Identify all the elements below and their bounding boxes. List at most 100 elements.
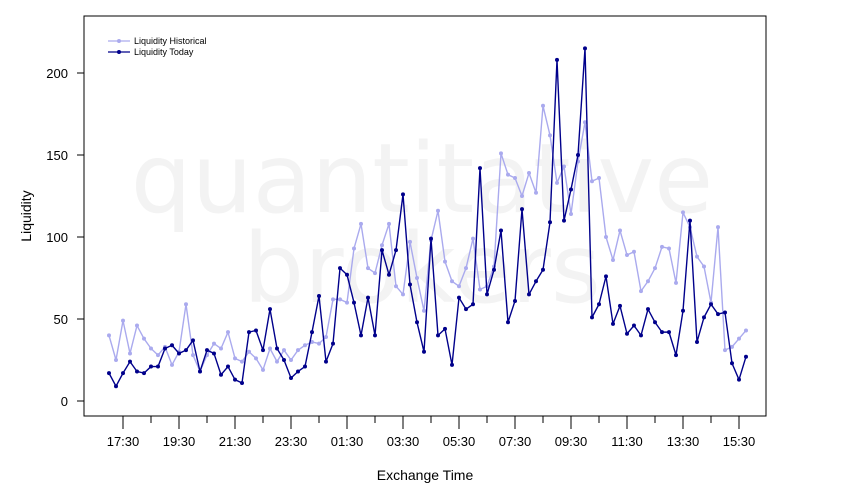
data-point-historical xyxy=(674,280,678,285)
data-point-historical xyxy=(436,208,440,213)
data-point-historical xyxy=(191,353,195,358)
data-point-today xyxy=(380,248,384,253)
data-point-historical xyxy=(583,120,587,125)
data-point-today xyxy=(667,330,671,335)
data-point-today xyxy=(303,364,307,369)
data-point-today xyxy=(359,333,363,338)
y-tick-label: 200 xyxy=(46,66,68,81)
x-tick-label: 19:30 xyxy=(163,434,196,449)
data-point-today xyxy=(716,312,720,317)
data-point-historical xyxy=(695,254,699,259)
y-axis-title: Liquidity xyxy=(18,190,34,241)
x-tick-label: 15:30 xyxy=(723,434,756,449)
data-point-historical xyxy=(716,225,720,230)
data-point-today xyxy=(142,371,146,376)
data-point-today xyxy=(702,315,706,320)
data-point-historical xyxy=(744,328,748,333)
data-point-historical xyxy=(261,367,265,372)
data-point-historical xyxy=(604,235,608,239)
data-point-today xyxy=(492,267,496,272)
x-axis: 17:30 19:30 21:30 23:30 01:30 03:30 05:30 07:30… xyxy=(107,416,756,449)
x-tick-label: 11:30 xyxy=(611,434,643,449)
data-point-today xyxy=(555,57,559,62)
data-point-historical xyxy=(534,190,538,195)
data-point-historical xyxy=(380,243,384,248)
data-point-today xyxy=(163,346,167,351)
data-point-today xyxy=(723,310,727,315)
data-point-today xyxy=(107,371,111,376)
data-point-today xyxy=(247,330,251,335)
x-tick-label: 09:30 xyxy=(555,434,588,449)
data-point-historical xyxy=(275,359,279,364)
legend: Liquidity Historical Liquidity Today xyxy=(108,36,207,57)
data-point-today xyxy=(366,295,370,300)
data-point-today xyxy=(422,349,426,354)
data-point-historical xyxy=(548,133,552,138)
data-point-historical xyxy=(128,351,132,356)
data-point-historical xyxy=(562,164,566,169)
data-point-today xyxy=(681,308,685,313)
data-point-historical xyxy=(331,297,335,302)
series-line-today xyxy=(108,47,747,387)
data-point-today xyxy=(737,377,741,382)
data-point-historical xyxy=(373,271,377,276)
data-point-today xyxy=(674,353,678,358)
x-tick-label: 13:30 xyxy=(667,434,700,449)
data-point-historical xyxy=(226,330,230,335)
data-point-historical xyxy=(541,103,545,108)
data-point-today xyxy=(485,292,489,297)
data-point-today xyxy=(219,372,223,377)
data-point-today xyxy=(394,248,398,253)
data-point-today xyxy=(660,330,664,335)
data-point-today xyxy=(310,330,314,335)
data-point-historical xyxy=(506,172,510,177)
data-point-today xyxy=(478,166,482,171)
data-point-today xyxy=(569,187,573,192)
data-point-historical xyxy=(618,228,622,233)
data-point-historical xyxy=(107,333,111,338)
data-point-today xyxy=(177,351,181,356)
data-point-today xyxy=(730,361,734,366)
data-point-today xyxy=(135,369,139,374)
data-point-today xyxy=(744,354,748,359)
data-point-today xyxy=(618,303,622,308)
data-point-today xyxy=(114,384,118,389)
x-tick-label: 01:30 xyxy=(331,434,364,449)
data-point-historical xyxy=(590,179,594,184)
data-point-historical xyxy=(359,221,363,226)
x-tick-label: 05:30 xyxy=(443,434,476,449)
plot-frame xyxy=(83,15,767,417)
data-point-today xyxy=(709,302,713,307)
data-point-today xyxy=(597,302,601,307)
data-point-historical xyxy=(282,348,286,353)
data-point-historical xyxy=(240,359,244,364)
x-tick-label: 23:30 xyxy=(275,434,308,449)
x-tick-label: 17:30 xyxy=(107,434,140,449)
legend-marker-today xyxy=(117,50,121,54)
data-point-historical xyxy=(387,221,391,226)
data-point-historical xyxy=(170,362,174,367)
data-point-today xyxy=(240,380,244,385)
data-point-historical xyxy=(149,346,153,351)
y-tick-label: 50 xyxy=(54,312,68,327)
data-point-today xyxy=(695,339,699,344)
y-axis: 0 50 100 150 200 xyxy=(46,66,84,409)
data-point-historical xyxy=(121,318,125,323)
x-axis-title: Exchange Time xyxy=(377,467,474,483)
data-point-historical xyxy=(639,289,643,294)
y-tick-label: 100 xyxy=(46,230,68,245)
data-point-historical xyxy=(394,284,398,289)
data-point-historical xyxy=(310,339,314,344)
data-point-historical xyxy=(401,292,405,297)
data-point-today xyxy=(338,266,342,271)
legend-label-today: Liquidity Today xyxy=(134,47,194,57)
data-point-historical xyxy=(247,349,251,354)
data-point-historical xyxy=(268,346,272,351)
data-point-historical xyxy=(660,244,664,249)
data-point-historical xyxy=(457,284,461,289)
data-point-historical xyxy=(135,323,139,328)
data-point-today xyxy=(534,279,538,284)
data-point-today xyxy=(149,364,153,369)
